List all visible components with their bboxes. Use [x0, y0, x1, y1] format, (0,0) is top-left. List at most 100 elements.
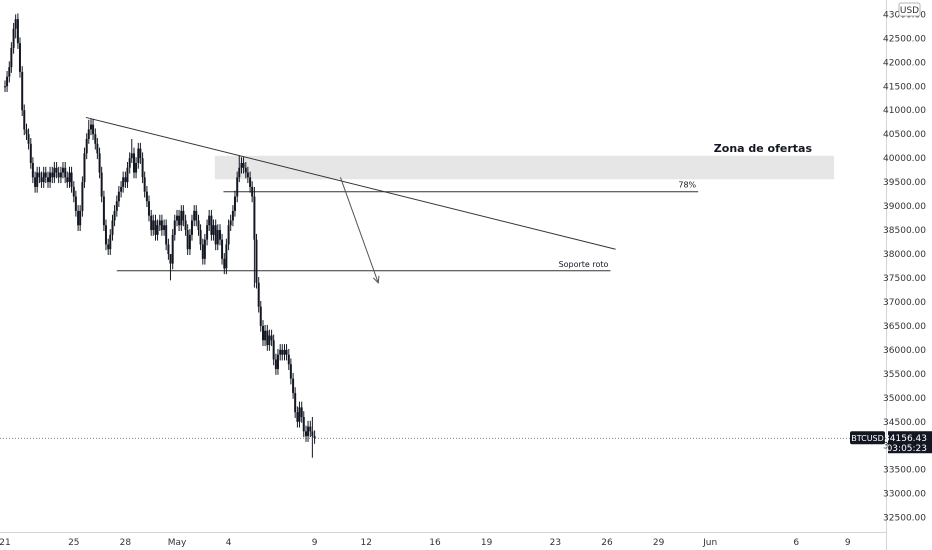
price-candle — [219, 230, 221, 240]
price-candle — [251, 186, 254, 197]
price-candle — [223, 258, 226, 269]
x-tick-label: 29 — [653, 538, 665, 548]
price-candle — [55, 167, 58, 173]
price-candle — [96, 143, 99, 154]
x-tick-label: Jun — [702, 538, 717, 548]
price-candle — [126, 167, 129, 183]
price-candle — [184, 220, 187, 231]
y-tick-label: 41000.00 — [883, 106, 926, 116]
price-candle — [158, 220, 161, 226]
price-candle — [240, 162, 243, 168]
price-candle — [130, 153, 133, 159]
price-candle — [167, 244, 170, 255]
y-tick-label: 36500.00 — [883, 322, 926, 332]
y-tick-label: 37500.00 — [883, 274, 926, 284]
x-tick-label: 12 — [360, 538, 371, 548]
price-candle — [135, 162, 138, 173]
price-candle — [231, 210, 234, 221]
currency-badge[interactable] — [898, 2, 921, 17]
price-candle — [31, 162, 34, 178]
price-candle — [201, 244, 204, 259]
price-candle — [199, 230, 202, 245]
price-candle — [145, 191, 148, 202]
price-candle — [6, 76, 9, 87]
y-tick-label: 36000.00 — [883, 346, 926, 356]
price-candle — [128, 158, 131, 168]
price-candle — [100, 172, 103, 197]
price-candle — [249, 177, 252, 187]
last-price-label: 34156.43 — [884, 434, 927, 444]
price-candle — [98, 153, 101, 173]
y-tick-label: 34500.00 — [883, 418, 926, 428]
price-candle — [195, 210, 198, 221]
price-candle — [156, 225, 159, 235]
symbol-tag-label: BTCUSD — [851, 434, 884, 443]
price-candle — [117, 191, 120, 202]
y-tick-label: 42000.00 — [883, 58, 926, 68]
price-candle — [229, 220, 232, 226]
price-candle — [244, 167, 247, 173]
y-tick-label: 33000.00 — [883, 490, 926, 500]
price-candle — [12, 28, 15, 48]
price-candle — [152, 220, 155, 231]
x-tick-label: 9 — [845, 538, 851, 548]
price-candle — [51, 172, 54, 178]
price-candle — [206, 225, 209, 240]
price-candle — [44, 172, 47, 178]
price-candle — [72, 186, 75, 197]
price-candle — [59, 172, 62, 178]
price-candle — [53, 167, 56, 178]
price-candle — [180, 210, 183, 226]
price-candle — [122, 177, 125, 187]
y-tick-label: 37000.00 — [883, 298, 926, 308]
x-tick-label: 25 — [68, 538, 79, 548]
price-candle — [165, 225, 168, 245]
projection-arrow — [339, 177, 379, 283]
price-candle — [79, 210, 82, 226]
y-tick-label: 39500.00 — [883, 178, 926, 188]
price-candle — [176, 215, 178, 221]
price-candle — [283, 349, 286, 355]
x-tick-label: 6 — [793, 538, 799, 548]
price-candle — [139, 148, 142, 159]
price-candle — [124, 177, 127, 183]
last-price-tag — [888, 431, 932, 454]
price-candle — [85, 138, 88, 154]
price-candle — [57, 172, 60, 178]
x-tick-label: 4 — [226, 538, 232, 548]
price-candle — [212, 225, 215, 235]
price-candle — [107, 244, 110, 250]
price-candle — [83, 153, 86, 183]
price-candle — [178, 215, 181, 226]
price-candle — [29, 143, 32, 163]
price-candle — [216, 230, 219, 245]
price-candle — [169, 254, 172, 264]
price-candle — [300, 407, 303, 417]
price-candle — [313, 436, 316, 439]
price-candle — [285, 349, 288, 355]
price-candle — [16, 19, 19, 44]
y-tick-label: 38000.00 — [883, 250, 926, 260]
supply-zone-label: Zona de ofertas — [714, 142, 813, 155]
price-candle — [221, 239, 224, 259]
projection-arrow-head — [372, 275, 380, 284]
price-candle — [214, 225, 217, 245]
price-candle — [66, 177, 69, 183]
price-candle — [171, 234, 174, 264]
x-tick-label: 9 — [312, 538, 318, 548]
countdown-label: 03:05:23 — [887, 444, 927, 454]
price-candle — [242, 162, 245, 168]
price-candle — [70, 172, 73, 187]
price-candle — [77, 210, 80, 226]
price-candle — [292, 378, 295, 394]
price-candle — [81, 182, 84, 211]
price-candle — [208, 215, 211, 226]
price-candle — [173, 220, 176, 235]
price-candle — [137, 148, 140, 163]
price-candle — [246, 172, 249, 178]
price-candle — [38, 172, 41, 178]
price-candle — [238, 167, 241, 178]
